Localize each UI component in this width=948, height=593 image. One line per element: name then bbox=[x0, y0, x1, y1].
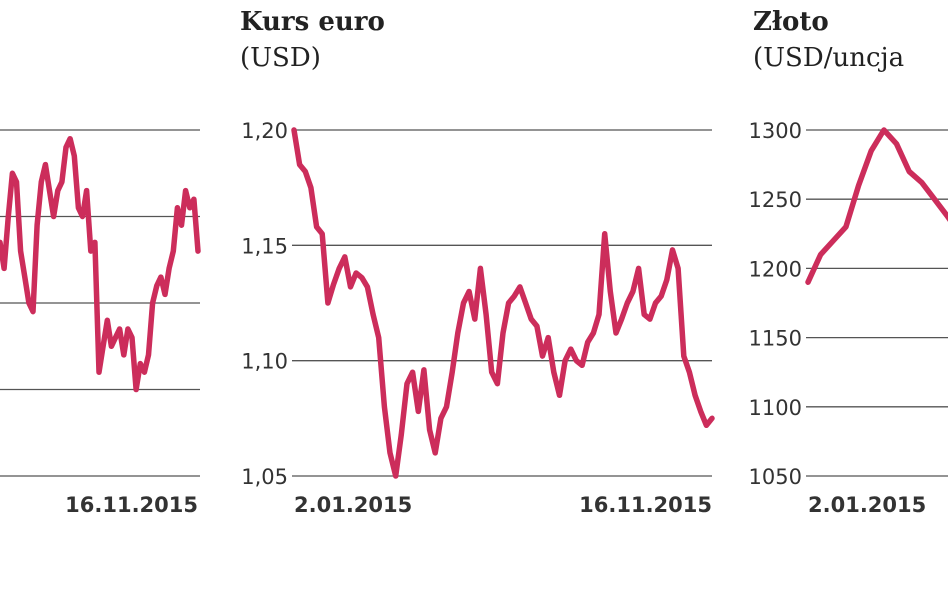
series-line-left bbox=[0, 135, 201, 393]
series-line-gold bbox=[805, 127, 948, 285]
x-label-euro-0: 2.01.2015 bbox=[294, 493, 412, 517]
series-line-euro bbox=[291, 127, 715, 479]
chart-title-gold: Złoto bbox=[753, 7, 829, 37]
y-tick-euro-3: 1,20 bbox=[241, 119, 288, 143]
chart-panel-left: 16.11.2015 bbox=[0, 129, 201, 517]
x-label-gold-0: 2.01.2015 bbox=[808, 493, 926, 517]
x-label-left-0: 16.11.2015 bbox=[65, 493, 198, 517]
y-tick-euro-1: 1,10 bbox=[241, 350, 288, 374]
y-tick-gold-0: 1050 bbox=[749, 465, 802, 489]
y-tick-euro-2: 1,15 bbox=[241, 234, 288, 258]
y-tick-gold-3: 1200 bbox=[749, 257, 802, 281]
y-tick-gold-1: 1100 bbox=[749, 396, 802, 420]
y-tick-gold-5: 1300 bbox=[749, 119, 802, 143]
y-tick-gold-4: 1250 bbox=[749, 188, 802, 212]
x-label-euro-1: 16.11.2015 bbox=[579, 493, 712, 517]
chart-subtitle-euro: (USD) bbox=[240, 43, 321, 73]
y-tick-euro-0: 1,05 bbox=[241, 465, 288, 489]
y-tick-gold-2: 1150 bbox=[749, 327, 802, 351]
chart-panel-euro: Kurs euro (USD) 1,05 1,10 1,15 1,20 2.01.201… bbox=[240, 7, 715, 517]
chart-panel-gold: Złoto (USD/uncja 1050 1100 1150 1200 1250 130… bbox=[749, 7, 948, 517]
chart-title-euro: Kurs euro bbox=[240, 7, 385, 37]
chart-subtitle-gold: (USD/uncja bbox=[753, 43, 904, 73]
